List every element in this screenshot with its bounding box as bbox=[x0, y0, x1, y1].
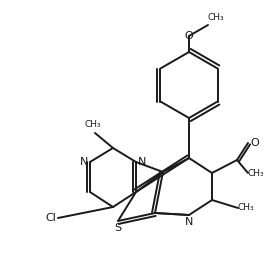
Text: CH₃: CH₃ bbox=[85, 120, 101, 129]
Text: CH₃: CH₃ bbox=[238, 204, 255, 212]
Text: O: O bbox=[185, 31, 193, 41]
Text: N: N bbox=[185, 217, 193, 227]
Text: CH₃: CH₃ bbox=[208, 13, 225, 22]
Text: Cl: Cl bbox=[45, 213, 56, 223]
Text: O: O bbox=[250, 138, 259, 148]
Text: S: S bbox=[115, 223, 122, 233]
Text: CH₃: CH₃ bbox=[248, 169, 265, 178]
Text: N: N bbox=[80, 157, 88, 167]
Text: N: N bbox=[138, 157, 146, 167]
